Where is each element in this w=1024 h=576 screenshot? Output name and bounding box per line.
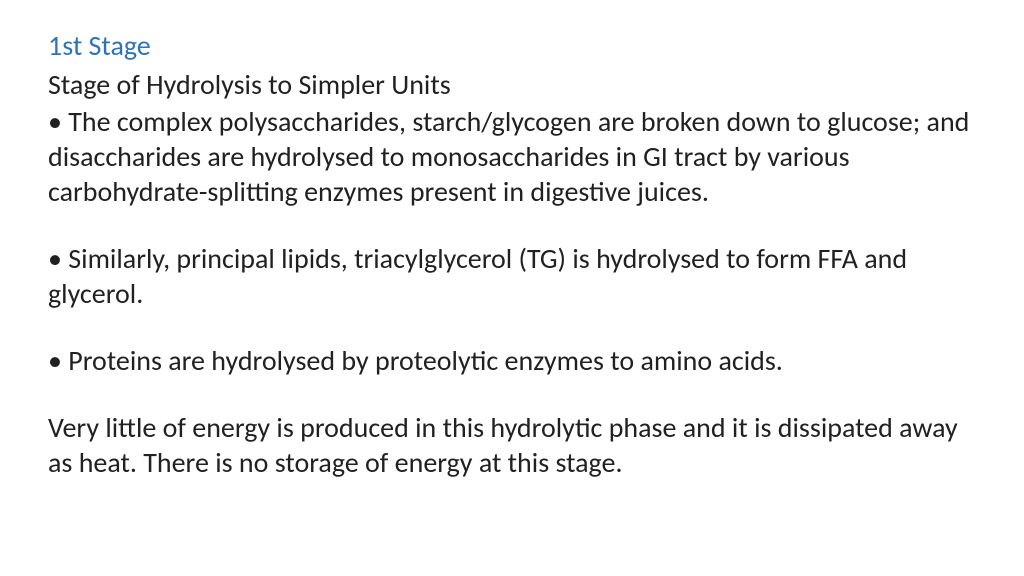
bullet-1: • The complex polysaccharides, starch/gl… [48,104,976,209]
slide: 1st Stage Stage of Hydrolysis to Simpler… [0,0,1024,576]
spacer [48,380,976,410]
spacer [48,313,976,343]
heading-1st-stage: 1st Stage [48,28,976,63]
subheading: Stage of Hydrolysis to Simpler Units [48,67,976,102]
closing-paragraph: Very little of energy is produced in thi… [48,410,976,480]
spacer [48,211,976,241]
bullet-3: • Proteins are hydrolysed by proteolytic… [48,343,976,378]
bullet-2: • Similarly, principal lipids, triacylgl… [48,241,976,311]
